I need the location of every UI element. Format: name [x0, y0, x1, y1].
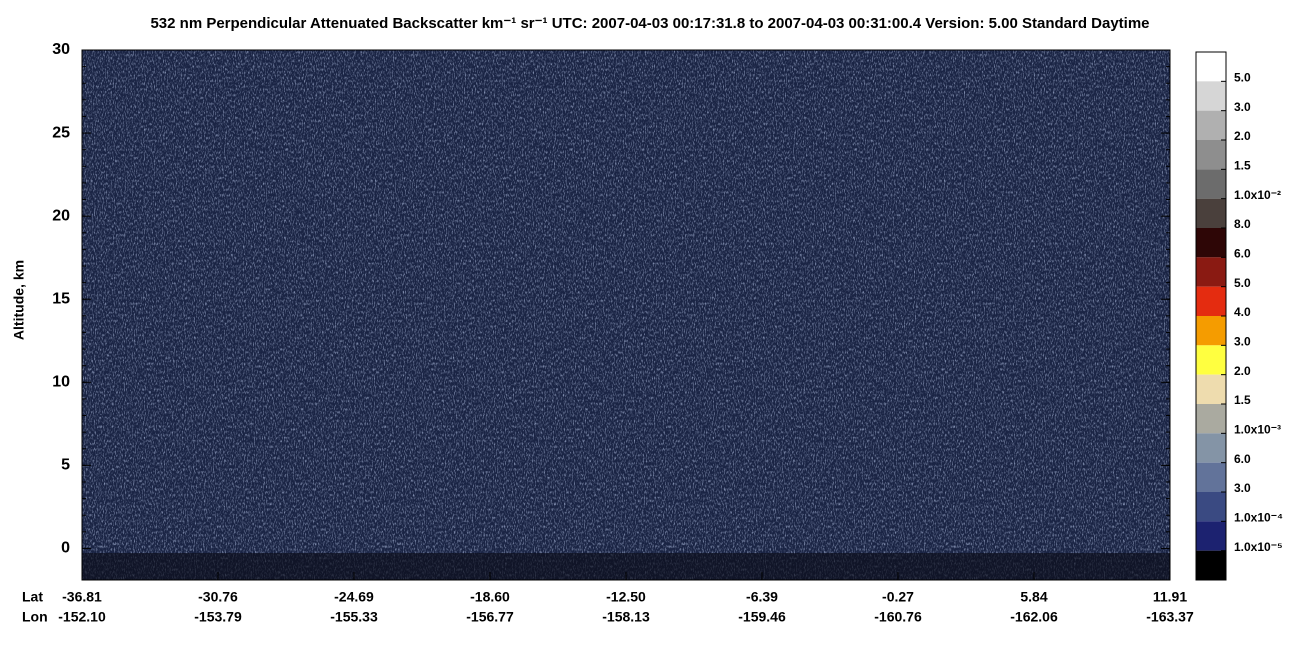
colorbar-label: 1.0x10⁻⁴ — [1234, 511, 1283, 525]
lat-tick-label: -18.60 — [470, 589, 510, 605]
colorbar-swatch — [1196, 521, 1226, 551]
plot-texture — [82, 50, 1170, 580]
lon-tick-label: -160.76 — [874, 609, 922, 625]
colorbar-swatch — [1196, 52, 1226, 82]
colorbar-swatch — [1196, 169, 1226, 199]
colorbar-swatch — [1196, 257, 1226, 287]
colorbar-swatch — [1196, 345, 1226, 375]
colorbar-swatch — [1196, 550, 1226, 580]
lon-tick-label: -155.33 — [330, 609, 378, 625]
lon-tick-label: -159.46 — [738, 609, 786, 625]
colorbar-label: 2.0 — [1234, 364, 1251, 378]
chart-title: 532 nm Perpendicular Attenuated Backscat… — [150, 15, 1149, 32]
lat-tick-label: -30.76 — [198, 589, 238, 605]
colorbar-swatch — [1196, 433, 1226, 463]
lat-tick-label: 5.84 — [1020, 589, 1047, 605]
y-tick-label: 30 — [52, 41, 70, 58]
colorbar-swatch — [1196, 140, 1226, 170]
colorbar-label: 5.0 — [1234, 71, 1251, 85]
colorbar-label: 3.0 — [1234, 100, 1251, 114]
y-tick-label: 0 — [61, 540, 70, 557]
lat-row-label: Lat — [22, 589, 43, 605]
colorbar-swatch — [1196, 374, 1226, 404]
lat-tick-label: -36.81 — [62, 589, 102, 605]
colorbar-label: 6.0 — [1234, 247, 1251, 261]
colorbar-label: 1.0x10⁻³ — [1234, 423, 1281, 437]
colorbar-label: 3.0 — [1234, 335, 1251, 349]
y-tick-label: 15 — [52, 290, 70, 307]
colorbar-label: 4.0 — [1234, 305, 1251, 319]
y-axis-label: Altitude, km — [11, 260, 27, 340]
colorbar-swatch — [1196, 198, 1226, 228]
colorbar-swatch — [1196, 81, 1226, 111]
lon-tick-label: -158.13 — [602, 609, 650, 625]
lat-tick-label: -24.69 — [334, 589, 374, 605]
colorbar-swatch — [1196, 110, 1226, 140]
colorbar-swatch — [1196, 228, 1226, 258]
lon-tick-label: -156.77 — [466, 609, 514, 625]
colorbar-label: 3.0 — [1234, 481, 1251, 495]
colorbar-swatch — [1196, 404, 1226, 434]
y-tick-label: 10 — [52, 374, 70, 391]
colorbar-label: 1.5 — [1234, 393, 1251, 407]
lat-tick-label: -6.39 — [746, 589, 778, 605]
colorbar-label: 5.0 — [1234, 276, 1251, 290]
y-tick-label: 20 — [52, 207, 70, 224]
colorbar-label: 8.0 — [1234, 217, 1251, 231]
colorbar-label: 1.5 — [1234, 159, 1251, 173]
lon-tick-label: -152.10 — [58, 609, 106, 625]
lon-tick-label: -163.37 — [1146, 609, 1194, 625]
lon-tick-label: -162.06 — [1010, 609, 1058, 625]
y-tick-label: 25 — [52, 124, 70, 141]
colorbar-swatch — [1196, 462, 1226, 492]
colorbar-swatch — [1196, 492, 1226, 522]
y-tick-label: 5 — [61, 457, 70, 474]
lat-tick-label: 11.91 — [1153, 589, 1187, 605]
lat-tick-label: -12.50 — [606, 589, 646, 605]
lon-row-label: Lon — [22, 609, 48, 625]
colorbar-label: 1.0x10⁻² — [1234, 188, 1281, 202]
lon-tick-label: -153.79 — [194, 609, 242, 625]
colorbar-label: 1.0x10⁻⁵ — [1234, 540, 1283, 554]
colorbar-label: 2.0 — [1234, 129, 1251, 143]
colorbar-swatch — [1196, 286, 1226, 316]
lat-tick-label: -0.27 — [882, 589, 914, 605]
colorbar-swatch — [1196, 316, 1226, 346]
colorbar-label: 6.0 — [1234, 452, 1251, 466]
